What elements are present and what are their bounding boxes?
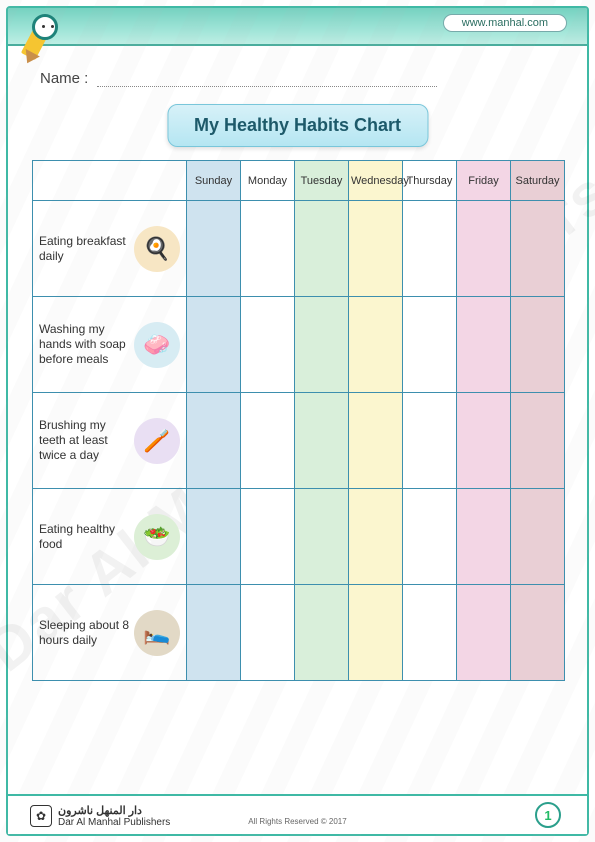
habit-day-cell[interactable]: [187, 585, 241, 681]
habit-day-cell[interactable]: [295, 393, 349, 489]
habit-day-cell[interactable]: [511, 393, 565, 489]
website-url: www.manhal.com: [443, 14, 567, 32]
habit-day-cell[interactable]: [349, 393, 403, 489]
habit-day-cell[interactable]: [349, 489, 403, 585]
habit-cell: Sleeping about 8 hours daily🛌: [33, 585, 187, 681]
habit-cell: Washing my hands with soap before meals🧼: [33, 297, 187, 393]
habit-label: Brushing my teeth at least twice a day: [39, 418, 130, 463]
name-field-row: Name :: [40, 70, 555, 87]
footer-bar: ✿ دار المنهل ناشرون Dar Al Manhal Publis…: [8, 794, 587, 834]
day-header: Wednesday: [349, 161, 403, 201]
habit-col-header: [33, 161, 187, 201]
habit-row: Sleeping about 8 hours daily🛌: [33, 585, 565, 681]
habit-row: Eating breakfast daily🍳: [33, 201, 565, 297]
name-blank-line[interactable]: [97, 73, 437, 87]
habit-icon: 🛌: [134, 610, 180, 656]
habit-row: Brushing my teeth at least twice a day🪥: [33, 393, 565, 489]
habit-day-cell[interactable]: [241, 489, 295, 585]
habit-day-cell[interactable]: [349, 585, 403, 681]
habit-day-cell[interactable]: [295, 297, 349, 393]
page-number-badge: 1: [535, 802, 561, 828]
habit-day-cell[interactable]: [295, 201, 349, 297]
habit-day-cell[interactable]: [241, 201, 295, 297]
habit-day-cell[interactable]: [511, 585, 565, 681]
habit-label: Washing my hands with soap before meals: [39, 322, 130, 367]
habit-label: Eating breakfast daily: [39, 234, 130, 264]
habit-day-cell[interactable]: [511, 297, 565, 393]
habit-day-cell[interactable]: [295, 489, 349, 585]
habit-cell: Brushing my teeth at least twice a day🪥: [33, 393, 187, 489]
rights-text: All Rights Reserved © 2017: [248, 817, 346, 826]
publisher-block: ✿ دار المنهل ناشرون Dar Al Manhal Publis…: [30, 805, 170, 828]
habit-day-cell[interactable]: [349, 297, 403, 393]
habit-day-cell[interactable]: [349, 201, 403, 297]
habit-day-cell[interactable]: [457, 585, 511, 681]
habit-day-cell[interactable]: [241, 585, 295, 681]
habit-day-cell[interactable]: [457, 489, 511, 585]
chart-title: My Healthy Habits Chart: [167, 104, 428, 147]
day-header: Friday: [457, 161, 511, 201]
habit-day-cell[interactable]: [187, 297, 241, 393]
habit-cell: Eating breakfast daily🍳: [33, 201, 187, 297]
habit-day-cell[interactable]: [511, 489, 565, 585]
day-header: Sunday: [187, 161, 241, 201]
publisher-arabic: دار المنهل ناشرون: [58, 805, 170, 817]
habit-row: Eating healthy food🥗: [33, 489, 565, 585]
habit-day-cell[interactable]: [187, 489, 241, 585]
habit-label: Eating healthy food: [39, 522, 130, 552]
habit-day-cell[interactable]: [241, 393, 295, 489]
habit-icon: 🍳: [134, 226, 180, 272]
habit-day-cell[interactable]: [187, 201, 241, 297]
habit-cell: Eating healthy food🥗: [33, 489, 187, 585]
publisher-logo-icon: ✿: [30, 805, 52, 827]
habit-day-cell[interactable]: [295, 585, 349, 681]
day-header: Thursday: [403, 161, 457, 201]
habit-label: Sleeping about 8 hours daily: [39, 618, 130, 648]
habit-icon: 🥗: [134, 514, 180, 560]
habit-day-cell[interactable]: [241, 297, 295, 393]
habit-day-cell[interactable]: [403, 393, 457, 489]
pencil-mascot-icon: [26, 14, 68, 56]
habit-day-cell[interactable]: [457, 201, 511, 297]
header-row: Sunday Monday Tuesday Wednesday Thursday…: [33, 161, 565, 201]
habit-day-cell[interactable]: [403, 585, 457, 681]
habit-icon: 🧼: [134, 322, 180, 368]
habit-day-cell[interactable]: [187, 393, 241, 489]
day-header: Saturday: [511, 161, 565, 201]
habit-day-cell[interactable]: [403, 489, 457, 585]
day-header: Monday: [241, 161, 295, 201]
habit-icon: 🪥: [134, 418, 180, 464]
habit-day-cell[interactable]: [403, 201, 457, 297]
habit-day-cell[interactable]: [457, 393, 511, 489]
habits-chart-table: Sunday Monday Tuesday Wednesday Thursday…: [32, 160, 565, 681]
habit-day-cell[interactable]: [403, 297, 457, 393]
habit-day-cell[interactable]: [457, 297, 511, 393]
day-header: Tuesday: [295, 161, 349, 201]
publisher-english: Dar Al Manhal Publishers: [58, 817, 170, 828]
habit-day-cell[interactable]: [511, 201, 565, 297]
habit-row: Washing my hands with soap before meals🧼: [33, 297, 565, 393]
name-label: Name :: [40, 70, 88, 87]
